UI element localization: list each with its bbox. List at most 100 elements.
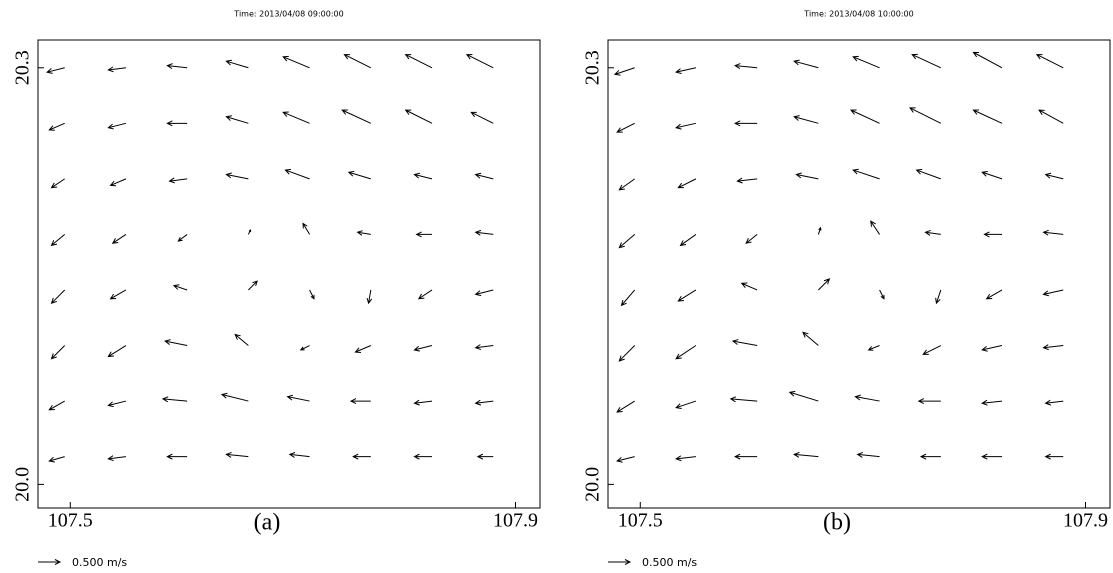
vector-arrow <box>981 453 1003 460</box>
vector-arrow <box>413 453 433 460</box>
vector-arrow <box>474 399 494 406</box>
vector-arrow <box>675 345 697 360</box>
vector-arrow <box>870 220 881 235</box>
reference-arrow <box>608 559 632 565</box>
vector-arrow <box>107 400 127 408</box>
vector-arrow <box>922 345 942 355</box>
vector-arrow <box>109 289 127 300</box>
vector-arrow <box>50 345 66 360</box>
vector-arrow <box>50 178 65 189</box>
vector-arrow <box>177 234 188 242</box>
vector-arrow <box>172 284 188 291</box>
vector-arrow <box>981 399 1003 406</box>
vector-arrow <box>745 234 758 244</box>
vector-arrow <box>366 289 373 305</box>
panel-label: (a) <box>254 510 281 536</box>
vector-arrow <box>166 120 188 127</box>
vector-arrow <box>675 67 697 75</box>
vector-arrow <box>404 109 433 124</box>
vector-arrow <box>677 178 697 189</box>
vector-arrow <box>161 396 188 403</box>
chart-title: Time: 2013/04/08 10:00:00 <box>803 10 913 19</box>
vector-arrow <box>248 280 258 291</box>
vector-arrow <box>917 398 941 405</box>
y-tick-label: 20.3 <box>12 50 34 85</box>
vector-arrow <box>107 122 127 130</box>
vector-arrow <box>854 394 880 402</box>
vector-arrow <box>413 172 433 180</box>
vector-arrow <box>286 394 310 402</box>
vector-arrow <box>476 453 494 460</box>
vector-arrow <box>972 51 1003 69</box>
vector-arrow <box>46 67 65 74</box>
vector-arrow <box>349 398 371 405</box>
vector-arrow <box>220 392 249 402</box>
x-tick-label: 107.5 <box>48 510 93 532</box>
vector-arrow <box>1035 54 1064 69</box>
vector-arrow <box>48 400 65 411</box>
vector-arrow <box>795 172 819 180</box>
vector-arrow <box>616 400 635 413</box>
vector-arrow <box>675 122 697 130</box>
vector-arrow <box>909 107 942 124</box>
vector-arrow <box>225 115 249 124</box>
panel-label: (b) <box>823 510 851 536</box>
vector-arrow <box>354 345 372 353</box>
vector-arrow <box>935 289 942 305</box>
vector-arrow <box>616 456 635 463</box>
vector-arrow <box>618 345 636 362</box>
vector-arrow <box>225 451 249 458</box>
vector-arrow <box>347 170 371 180</box>
vector-arrow <box>302 222 311 235</box>
vector-arrow <box>675 400 697 409</box>
vector-arrow <box>299 345 310 351</box>
vector-arrow <box>415 231 433 238</box>
plot-frame <box>37 39 541 509</box>
vector-arrow <box>474 229 494 236</box>
vector-arrow <box>740 282 758 291</box>
vector-arrow <box>470 111 494 124</box>
vector-arrow <box>675 455 696 462</box>
vector-arrow <box>282 55 310 69</box>
vector-arrow <box>164 339 188 347</box>
vector-arrow <box>282 111 310 124</box>
vector-arrow <box>983 231 1003 238</box>
vector-arrow <box>616 122 635 133</box>
vector-arrow <box>736 177 758 184</box>
x-tick-label: 107.9 <box>493 510 538 532</box>
vector-arrow <box>107 345 127 358</box>
vector-arrow <box>677 289 697 302</box>
vector-arrow <box>734 120 758 127</box>
vector-arrow <box>879 289 885 300</box>
vector-arrow <box>911 53 942 69</box>
vector-arrow <box>856 451 880 458</box>
vector-arrow <box>852 168 880 180</box>
x-tick-label: 107.5 <box>618 510 663 532</box>
vector-arrow <box>1042 344 1064 351</box>
vector-arrow <box>309 289 315 300</box>
vector-arrow <box>620 289 636 307</box>
vector-arrow <box>618 178 636 191</box>
x-tick-label: 107.9 <box>1063 510 1108 532</box>
vector-arrow <box>247 229 252 235</box>
vector-arrow <box>924 229 941 236</box>
vector-arrow <box>474 289 494 297</box>
vector-arrow <box>849 109 880 124</box>
vector-arrow <box>474 344 494 351</box>
vector-arrow <box>109 178 127 187</box>
vector-arrow <box>465 54 494 69</box>
plot-frame <box>607 39 1111 509</box>
vector-arrow <box>734 453 758 460</box>
vector-arrow <box>48 456 65 463</box>
vector-arrow <box>981 345 1003 352</box>
y-tick-label: 20.0 <box>12 467 34 502</box>
vector-arrow <box>50 234 66 247</box>
vector-arrow <box>413 345 433 352</box>
chart-title: Time: 2013/04/08 09:00:00 <box>233 10 343 19</box>
vector-arrow <box>341 109 372 124</box>
vector-arrow <box>915 168 941 180</box>
vector-arrow <box>731 339 758 347</box>
vector-arrow <box>734 63 758 69</box>
vector-arrow <box>352 453 371 460</box>
